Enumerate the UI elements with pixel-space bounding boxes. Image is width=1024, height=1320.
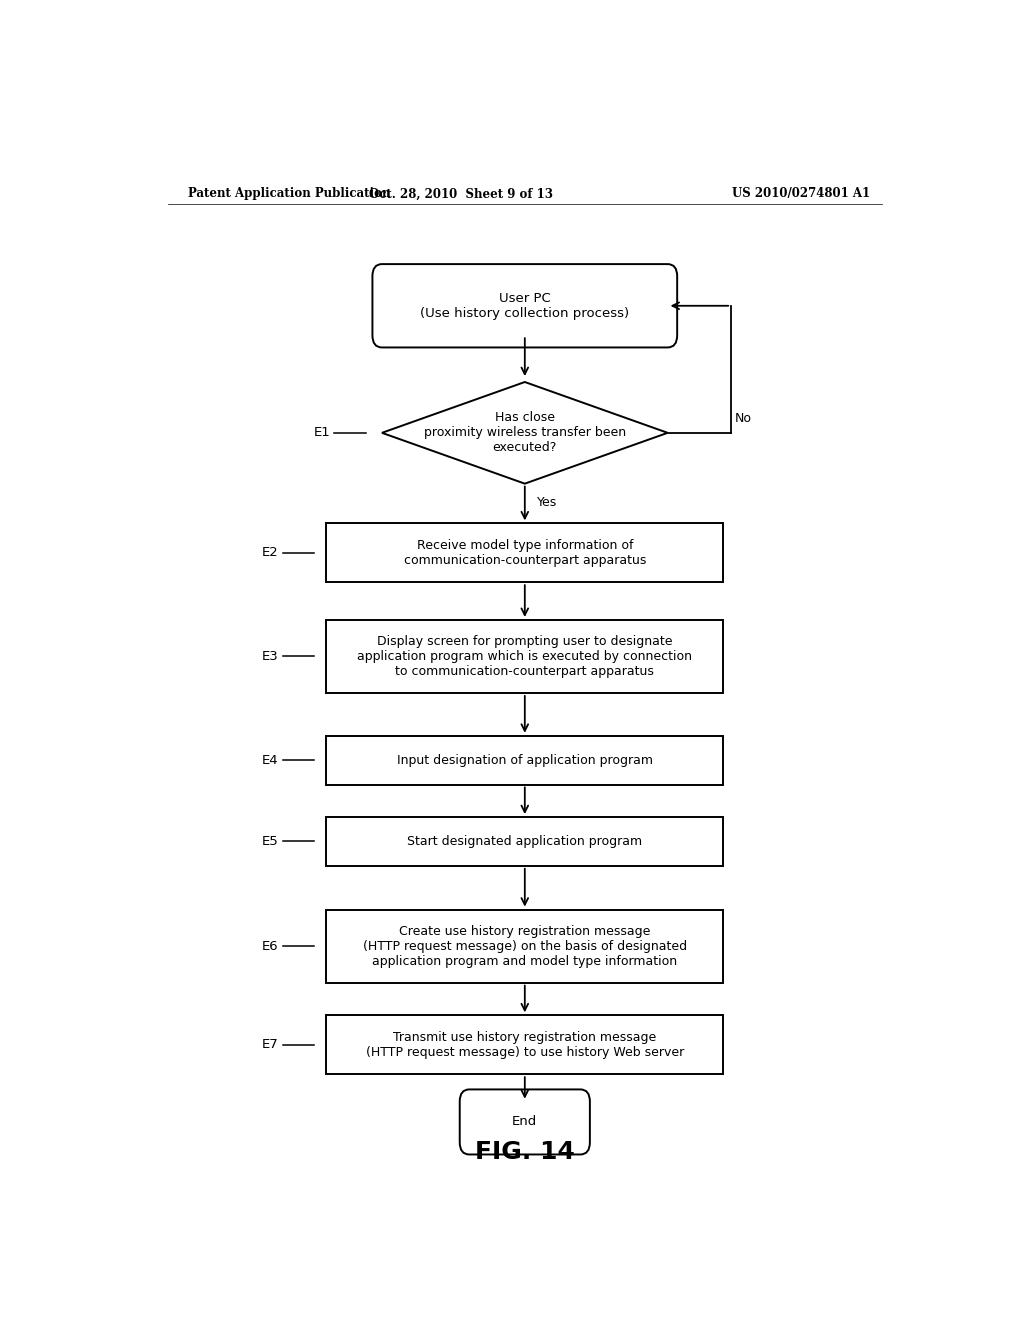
Text: E7: E7 [262,1039,279,1051]
Bar [327,817,723,866]
Text: E3: E3 [262,649,279,663]
Text: Has close
proximity wireless transfer been
executed?: Has close proximity wireless transfer be… [424,412,626,454]
Text: E2: E2 [262,546,279,560]
Polygon shape [382,381,668,483]
Bar [327,909,723,982]
Text: Transmit use history registration message
(HTTP request message) to use history : Transmit use history registration messag… [366,1031,684,1059]
Text: No: No [735,412,752,425]
Text: US 2010/0274801 A1: US 2010/0274801 A1 [732,187,870,201]
Text: Display screen for prompting user to designate
application program which is exec: Display screen for prompting user to des… [357,635,692,678]
Text: End: End [512,1115,538,1129]
Text: Create use history registration message
(HTTP request message) on the basis of d: Create use history registration message … [362,924,687,968]
Text: E6: E6 [262,940,279,953]
Bar [327,735,723,784]
Text: FIG. 14: FIG. 14 [475,1140,574,1164]
Text: Yes: Yes [537,496,557,508]
Bar [327,1015,723,1074]
Text: E1: E1 [313,426,331,440]
Text: Oct. 28, 2010  Sheet 9 of 13: Oct. 28, 2010 Sheet 9 of 13 [370,187,553,201]
Bar [327,523,723,582]
Bar [327,620,723,693]
FancyBboxPatch shape [460,1089,590,1155]
Text: Patent Application Publication: Patent Application Publication [187,187,390,201]
Text: Receive model type information of
communication-counterpart apparatus: Receive model type information of commun… [403,539,646,566]
FancyBboxPatch shape [373,264,677,347]
Text: Input designation of application program: Input designation of application program [396,754,653,767]
Text: Start designated application program: Start designated application program [408,836,642,847]
Text: E4: E4 [262,754,279,767]
Text: E5: E5 [262,836,279,847]
Text: User PC
(Use history collection process): User PC (Use history collection process) [420,292,630,319]
